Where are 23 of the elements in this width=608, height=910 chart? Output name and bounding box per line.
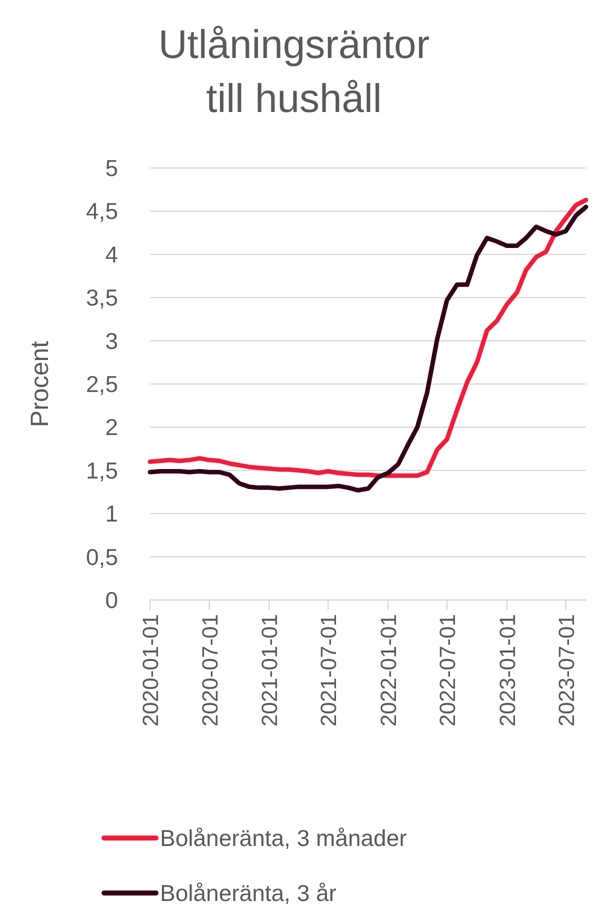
- y-tick-label: 4: [105, 241, 118, 268]
- x-tick-label: 2021-01-01: [257, 614, 282, 727]
- x-tick-label: 2021-07-01: [316, 614, 342, 727]
- x-tick-label: 2022-07-01: [434, 614, 460, 727]
- y-tick-label: 5: [105, 155, 118, 181]
- y-tick-label: 1: [105, 500, 118, 527]
- x-tick-label: 2023-01-01: [494, 614, 520, 727]
- y-tick-label: 2: [105, 414, 118, 440]
- x-tick-label: 2020-01-01: [138, 614, 163, 727]
- y-tick-label: 4,5: [86, 198, 118, 224]
- legend-label: Bolåneränta, 3 år: [160, 880, 337, 906]
- y-tick-label: 1,5: [86, 457, 118, 484]
- x-tick-label: 2023-07-01: [554, 614, 579, 727]
- chart-title: Utlåningsräntor till hushåll: [158, 23, 430, 121]
- y-axis-title: Procent: [26, 340, 54, 428]
- legend-label: Bolåneränta, 3 månader: [160, 825, 408, 851]
- y-tick-label: 3: [105, 328, 118, 354]
- y-tick-label: 0: [105, 587, 118, 613]
- y-tick-label: 0,5: [86, 544, 118, 570]
- y-tick-label: 3,5: [86, 284, 118, 311]
- y-tick-label: 2,5: [86, 371, 118, 397]
- x-tick-label: 2022-01-01: [376, 614, 402, 727]
- x-tick-label: 2020-07-01: [197, 614, 222, 727]
